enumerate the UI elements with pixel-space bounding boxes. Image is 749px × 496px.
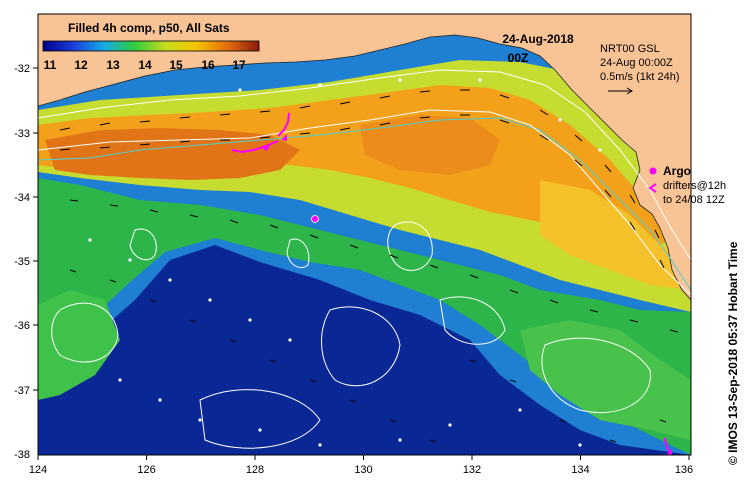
colorbar-tick-label: 15 (169, 58, 183, 72)
drifter-legend-label: drifters@12h (663, 180, 726, 192)
shelf-isobath (38, 117, 691, 291)
y-tick-label: -34 (14, 192, 30, 204)
y-tick-label: -33 (14, 128, 30, 140)
time-label: 00Z (508, 51, 529, 65)
y-tick-label: -32 (14, 63, 30, 75)
current-vector-heads (88, 78, 602, 447)
current-scale-arrow (608, 87, 633, 95)
current-scale-label: 0.5m/s (1kt 24h) (600, 71, 679, 83)
drifter-arrowhead (281, 134, 287, 141)
drifter-markers (262, 134, 672, 455)
y-tick-label: -36 (14, 320, 30, 332)
coastline (38, 34, 691, 301)
credit-label: © IMOS 13-Sep-2018 05:37 Hobart Time (726, 241, 740, 465)
argo-legend-label: Argo (663, 164, 691, 178)
y-tick-label: -37 (14, 385, 30, 397)
map-area (38, 14, 691, 455)
date-label: 24-Aug-2018 (502, 32, 574, 46)
drifter-arrowhead (262, 145, 270, 151)
colorbar-tick-label: 13 (106, 58, 120, 72)
drifter-legend-label-2: to 24/08 12Z (663, 194, 725, 206)
y-tick-label: -38 (14, 449, 30, 461)
green-patch-se (520, 320, 691, 440)
yellow-band-region (540, 180, 691, 290)
current-source-label: NRT00 GSL (600, 43, 660, 55)
x-tick-label: 130 (354, 464, 372, 476)
drifter-legend-marker (648, 183, 657, 193)
colorbar-tick-label: 11 (44, 58, 57, 72)
colorbar (42, 40, 260, 52)
colorbar-tick-label: 14 (138, 58, 152, 72)
x-tick-label: 126 (137, 464, 155, 476)
current-vectors (59, 89, 679, 443)
argo-float-marker (311, 215, 319, 223)
axis-tick-marks (33, 67, 690, 460)
drifter-arrowhead (666, 449, 672, 455)
x-tick-label: 134 (571, 464, 589, 476)
x-tick-label: 136 (675, 464, 693, 476)
y-axis-labels: -32 -33 -34 -35 -36 -37 -38 (14, 63, 30, 461)
cold-water-region (38, 245, 691, 455)
colorbar-tick-label: 17 (232, 58, 246, 72)
colorbar-tick-label: 16 (201, 58, 215, 72)
colorbar-ticks: 11 12 13 14 15 16 17 (44, 58, 246, 72)
contour-lines (38, 69, 691, 449)
hot-core-region-2 (360, 115, 500, 175)
x-tick-label: 132 (463, 464, 481, 476)
argo-legend-marker (649, 167, 657, 175)
colorbar-tick-label: 12 (74, 58, 88, 72)
drifter-tracks (231, 112, 671, 453)
current-time-label: 24-Aug 00:00Z (600, 57, 673, 69)
y-tick-label: -35 (14, 256, 30, 268)
hot-core-region (45, 128, 300, 180)
x-tick-label: 124 (29, 464, 47, 476)
green-patch-sw (38, 290, 120, 400)
map-frame (37, 13, 692, 456)
mid-water-region (38, 178, 691, 455)
x-tick-label: 128 (246, 464, 264, 476)
x-axis-labels: 124 126 128 130 132 134 136 (29, 464, 693, 476)
warmest-band-region (38, 85, 670, 250)
product-title: Filled 4h comp, p50, All Sats (68, 21, 230, 35)
